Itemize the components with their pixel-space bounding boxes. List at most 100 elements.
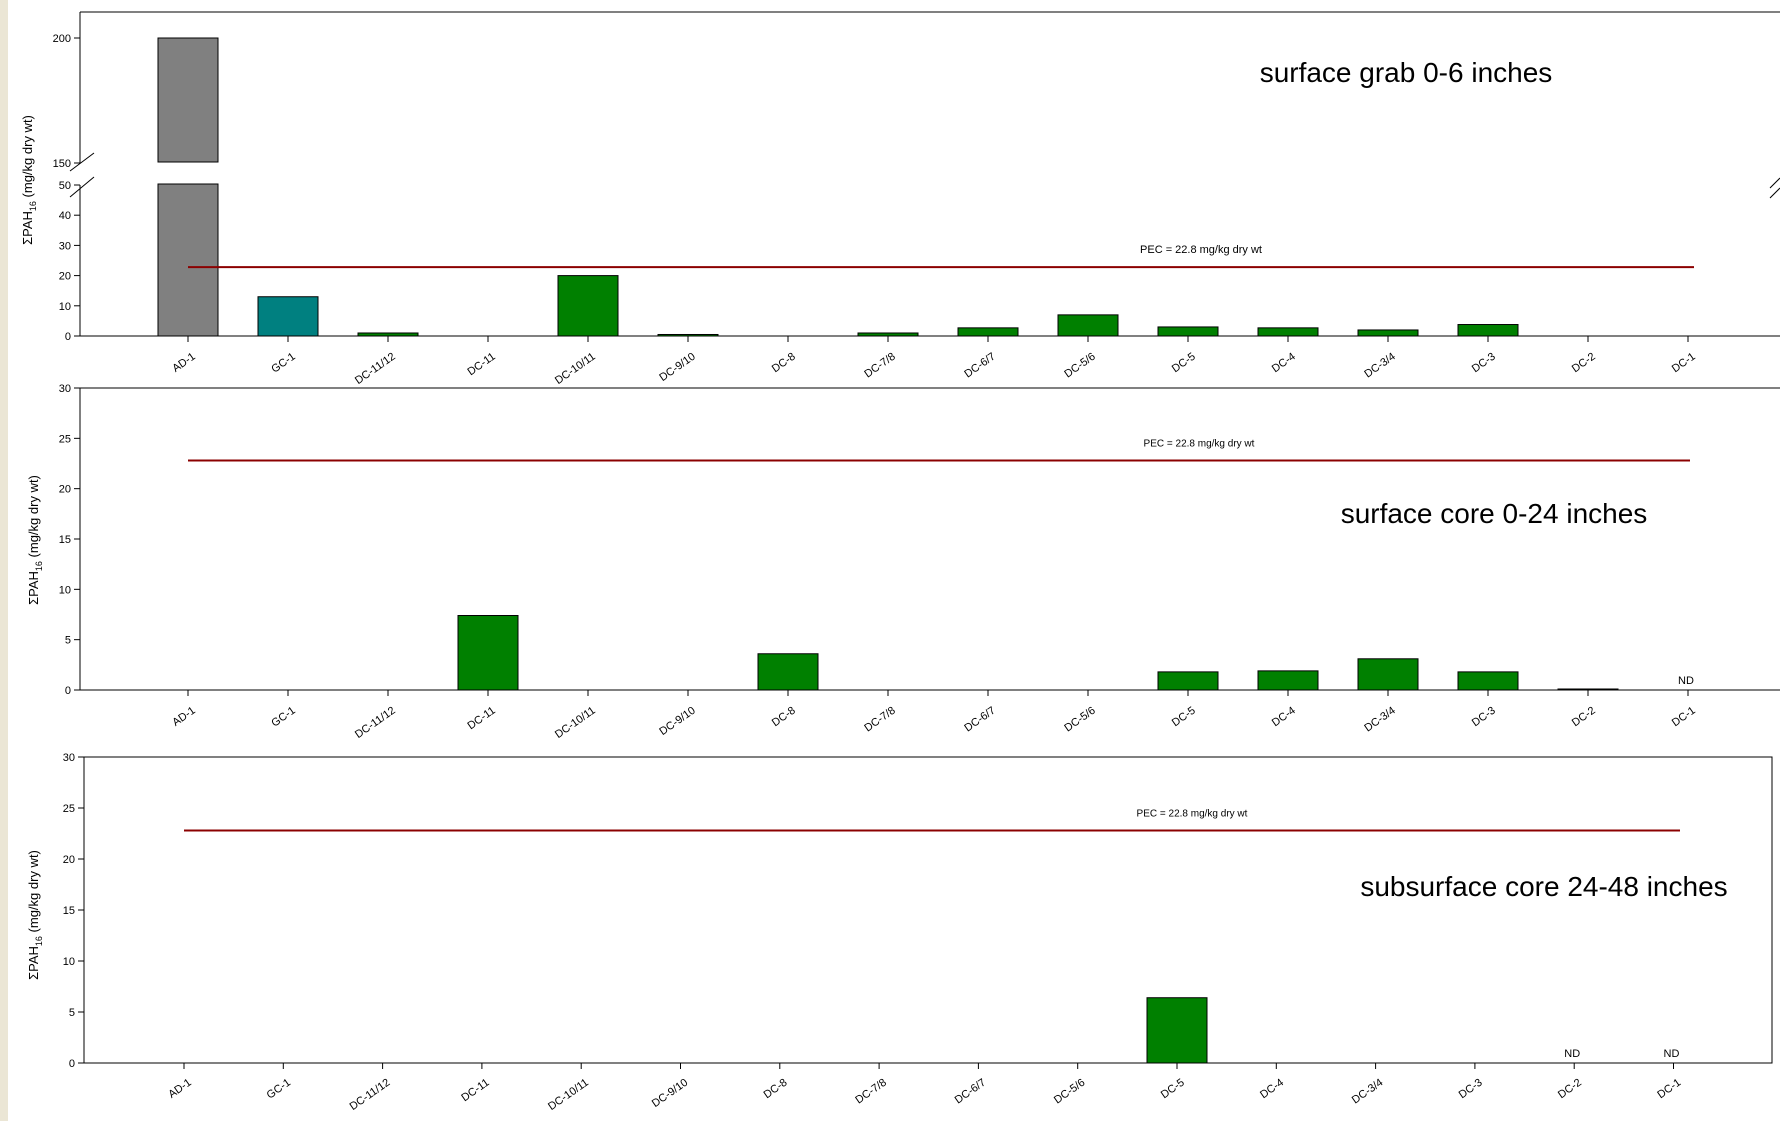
y-tick-label: 30 xyxy=(59,383,71,395)
chart-panel-1: 150 200 0 10 20 30 40 50 ΣPAH16 (mg/kg dry wt) AD… xyxy=(20,11,1780,387)
x-tick-label: DC-5/6 xyxy=(1062,351,1097,381)
y-axis-label-unit: (mg/kg dry wt) xyxy=(26,475,41,561)
x-tick-label: DC-2 xyxy=(1556,1077,1584,1102)
y-axis-label-subscript: 16 xyxy=(34,936,44,946)
y-tick-label: 5 xyxy=(65,635,71,647)
chart-canvas: 150 200 0 10 20 30 40 50 ΣPAH16 (mg/kg dry wt) AD… xyxy=(8,0,1780,1121)
axis-break-mark xyxy=(1769,177,1780,189)
x-tick-label: DC-11 xyxy=(465,351,497,379)
bar-dc-3 xyxy=(1457,324,1519,337)
y-axis-label-unit: (mg/kg dry wt) xyxy=(20,115,35,201)
x-tick-label: DC-2 xyxy=(1570,705,1598,730)
y-tick-label: 20 xyxy=(59,271,71,283)
y-tick-label: 15 xyxy=(63,905,75,917)
y-tick-label: 40 xyxy=(59,210,71,222)
x-tick-label: AD-1 xyxy=(170,705,197,729)
x-tick-label: DC-11 xyxy=(465,705,497,733)
bar-dc-9-10 xyxy=(657,333,719,337)
x-tick-label: DC-7/8 xyxy=(862,705,897,735)
x-tick-label: DC-11 xyxy=(459,1077,491,1105)
y-axis-label: ΣPAH16 (mg/kg dry wt) xyxy=(26,850,44,980)
x-tick-label: AD-1 xyxy=(166,1077,193,1101)
x-tick-label: DC-1 xyxy=(1670,351,1698,376)
x-tick-label: DC-5 xyxy=(1170,705,1198,730)
y-tick-label: 30 xyxy=(59,240,71,252)
x-tick-label: DC-1 xyxy=(1670,705,1698,730)
y-tick-label: 10 xyxy=(63,956,75,968)
chart-panel-2: 0 5 10 15 20 25 30 ΣPAH16 (mg/kg dry wt) AD-1 GC-… xyxy=(26,383,1780,741)
x-tick-label: DC-9/10 xyxy=(657,351,697,384)
bar-ad-1-lower xyxy=(157,183,219,337)
x-tick-label: DC-10/11 xyxy=(553,351,598,387)
bar-dc-4 xyxy=(1257,670,1319,691)
y-tick-label: 25 xyxy=(59,433,71,445)
axis-break-mark xyxy=(69,176,95,198)
x-tick-label: DC-8 xyxy=(762,1077,790,1102)
x-tick-label: DC-3/4 xyxy=(1362,351,1397,381)
y-tick-label: 25 xyxy=(63,803,75,815)
nd-label: ND xyxy=(1678,675,1694,687)
x-tick-label: DC-3/4 xyxy=(1350,1077,1385,1107)
axis-break-mark xyxy=(69,152,95,172)
pec-reference-label: PEC = 22.8 mg/kg dry wt xyxy=(1137,808,1248,819)
y-axis-label: ΣPAH16 (mg/kg dry wt) xyxy=(20,115,38,245)
y-axis-label-main: ΣPAH xyxy=(26,571,41,605)
y-tick-label: 150 xyxy=(53,158,71,170)
panel-annotation: surface core 0-24 inches xyxy=(1341,498,1648,529)
bar-dc-5 xyxy=(1146,997,1208,1064)
x-tick-label: GC-1 xyxy=(265,1077,293,1102)
y-tick-label: 20 xyxy=(63,854,75,866)
y-tick-label: 30 xyxy=(63,752,75,764)
x-tick-label: DC-2 xyxy=(1570,351,1598,376)
bar-dc-5-6 xyxy=(1057,314,1119,337)
nd-label: ND xyxy=(1564,1048,1580,1060)
x-tick-label: DC-4 xyxy=(1270,705,1298,730)
y-tick-label: 0 xyxy=(65,685,71,697)
pec-reference-label: PEC = 22.8 mg/kg dry wt xyxy=(1144,438,1255,449)
y-tick-label: 5 xyxy=(69,1007,75,1019)
x-tick-label: DC-7/8 xyxy=(862,351,897,381)
nd-label: ND xyxy=(1664,1048,1680,1060)
x-tick-label: DC-6/7 xyxy=(962,705,997,735)
x-tick-label: DC-6/7 xyxy=(953,1077,988,1107)
bar-dc-3-4 xyxy=(1357,329,1419,337)
x-tick-label: DC-5 xyxy=(1170,351,1198,376)
axis-break-mark xyxy=(1769,187,1780,199)
y-axis-label-subscript: 16 xyxy=(34,561,44,571)
x-tick-label: GC-1 xyxy=(269,351,297,376)
x-tick-label: GC-1 xyxy=(269,705,297,730)
x-tick-label: DC-3 xyxy=(1470,351,1498,376)
x-tick-label: DC-11/12 xyxy=(353,351,398,387)
y-tick-label: 15 xyxy=(59,534,71,546)
bar-ad-1-upper xyxy=(157,37,219,163)
x-tick-label: DC-3 xyxy=(1457,1077,1485,1102)
bar-dc-2 xyxy=(1557,688,1619,691)
chart-panel-3: 0 5 10 15 20 25 30 ΣPAH16 (mg/kg dry wt) AD-1 GC-… xyxy=(26,752,1773,1113)
bar-dc-8 xyxy=(757,653,819,691)
x-tick-label: DC-8 xyxy=(770,705,798,730)
x-tick-label: DC-3 xyxy=(1470,705,1498,730)
bar-dc-11 xyxy=(457,615,519,691)
x-tick-label: AD-1 xyxy=(170,351,197,375)
x-tick-label: DC-3/4 xyxy=(1362,705,1397,735)
x-tick-label: DC-11/12 xyxy=(348,1077,393,1113)
x-tick-label: DC-10/11 xyxy=(553,705,598,741)
y-tick-label: 200 xyxy=(53,33,71,45)
x-tick-label: DC-9/10 xyxy=(657,705,697,738)
x-tick-label: DC-6/7 xyxy=(962,351,997,381)
x-tick-label: DC-8 xyxy=(770,351,798,376)
bar-dc-3 xyxy=(1457,671,1519,691)
bar-dc-5 xyxy=(1157,671,1219,691)
y-axis-label-subscript: 16 xyxy=(28,201,38,211)
y-tick-label: 50 xyxy=(59,180,71,192)
y-tick-label: 0 xyxy=(69,1058,75,1070)
plot-frame xyxy=(83,756,1773,1064)
x-tick-label: DC-7/8 xyxy=(853,1077,888,1107)
y-tick-label: 20 xyxy=(59,484,71,496)
bar-dc-10-11 xyxy=(557,275,619,337)
bar-gc-1 xyxy=(257,296,319,337)
y-axis-label-main: ΣPAH xyxy=(26,946,41,980)
panel-annotation: surface grab 0-6 inches xyxy=(1260,57,1553,88)
y-axis-label: ΣPAH16 (mg/kg dry wt) xyxy=(26,475,44,605)
